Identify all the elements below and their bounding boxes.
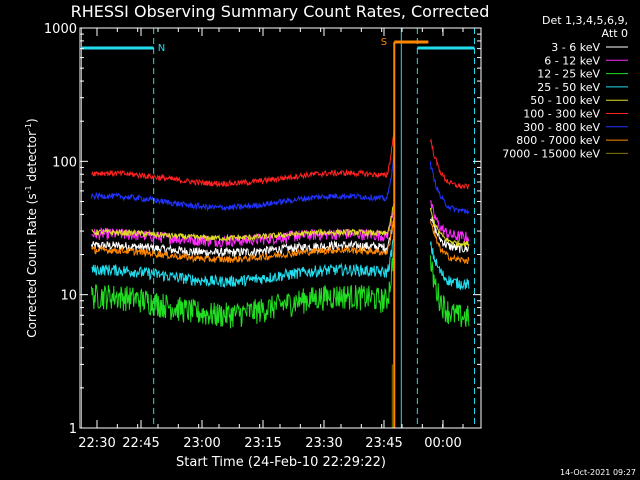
- y-axis-label-sup: -1: [24, 185, 33, 193]
- x-axis-label: Start Time (24-Feb-10 22:29:22): [176, 455, 386, 470]
- series-line-12-25kev: [91, 251, 395, 329]
- y-axis-label-main: Corrected Count Rate (s: [25, 193, 39, 337]
- y-axis-label-close: ): [25, 118, 39, 123]
- series-line-post-12-25kev: [429, 255, 470, 328]
- legend-label: 12 - 25 keV: [537, 68, 600, 81]
- night-flag-label: N: [158, 43, 165, 54]
- series-line-post-25-50kev: [429, 241, 470, 291]
- x-tick-label: 22:45: [122, 436, 159, 451]
- series-line-100-300kev: [91, 129, 395, 189]
- series-line-3-6kev: [91, 216, 395, 259]
- y-tick-label: 10: [60, 289, 77, 304]
- series-line-50-100kev: [91, 202, 395, 243]
- x-tick-label: 23:15: [244, 436, 281, 451]
- legend-label: 25 - 50 keV: [537, 81, 600, 94]
- legend-header-line-1: Det 1,3,4,5,6,9,: [542, 14, 628, 27]
- series-line-post-100-300kev: [429, 138, 470, 190]
- series-line-post-3-6kev: [429, 216, 470, 253]
- series-line-300-800kev: [91, 154, 395, 212]
- x-tick-label: 23:00: [183, 436, 220, 451]
- saa-flag-label: S: [381, 37, 387, 48]
- x-tick-label: 23:45: [365, 436, 402, 451]
- legend-label: 300 - 800 keV: [523, 121, 600, 134]
- x-tick-label: 22:30: [78, 436, 115, 451]
- y-axis-label: Corrected Count Rate (s-1 detector-1): [24, 118, 39, 337]
- y-tick-label: 1: [69, 422, 77, 437]
- legend-label: 6 - 12 keV: [544, 54, 600, 67]
- y-axis-label-tail: detector: [25, 131, 39, 186]
- x-tick-label: 23:30: [305, 436, 342, 451]
- flags-layer: NS: [81, 28, 475, 428]
- legend-label: 50 - 100 keV: [530, 94, 600, 107]
- timestamp: 14-Oct-2021 09:27: [560, 468, 636, 477]
- legend-label: 7000 - 15000 keV: [502, 147, 600, 160]
- series-line-post-300-800kev: [429, 161, 470, 215]
- series-line-post-6-12kev: [429, 200, 470, 243]
- series-line-25-50kev: [91, 230, 395, 289]
- series-line-800-7000kev: [91, 215, 395, 264]
- x-tick-label: 00:00: [424, 436, 461, 451]
- legend-header-line-2: Att 0: [602, 27, 628, 40]
- y-tick-label: 1000: [44, 22, 77, 37]
- chart-title: RHESSI Observing Summary Count Rates, Co…: [71, 2, 490, 21]
- legend-label: 3 - 6 keV: [551, 41, 600, 54]
- legend-label: 800 - 7000 keV: [516, 134, 600, 147]
- series-line-post-800-7000kev: [429, 221, 470, 265]
- y-tick-label: 100: [52, 155, 77, 170]
- y-axis-label-sup2: -1: [24, 123, 33, 131]
- axes-layer: 1 10 100 1000 22:30 22:45 23:00 23:15 23:30 23:45…: [44, 22, 481, 451]
- legend-label: 100 - 300 keV: [523, 108, 600, 121]
- series-layer: [91, 129, 470, 428]
- series-line-post-50-100kev: [429, 207, 470, 248]
